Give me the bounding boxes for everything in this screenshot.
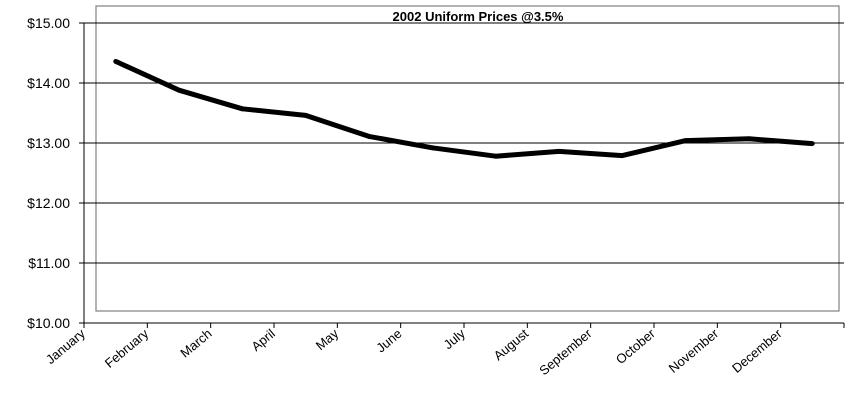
data-point: [556, 149, 562, 154]
x-tick-label: July: [441, 325, 469, 352]
x-tick-label: October: [613, 325, 659, 367]
y-tick-label: $11.00: [28, 255, 70, 271]
data-point: [683, 138, 689, 144]
plot-area-border: [95, 5, 840, 312]
data-point: [366, 134, 372, 139]
x-tick-label: May: [313, 325, 342, 353]
data-point: [493, 153, 499, 159]
data-point: [239, 106, 245, 112]
y-tick-label: $12.00: [27, 195, 70, 211]
series-line: [114, 59, 813, 159]
chart-title: 2002 Uniform Prices @3.5%: [393, 9, 564, 24]
data-point: [809, 141, 815, 147]
x-tick-label: June: [373, 326, 404, 356]
x-tick-label: December: [729, 325, 785, 375]
x-tick-label: April: [248, 326, 278, 354]
y-tick-label: $15.00: [27, 15, 70, 31]
gridlines: [84, 22, 844, 264]
axes: [79, 22, 845, 328]
x-tick-label: August: [491, 326, 532, 364]
data-point: [176, 87, 182, 93]
x-tick-label: September: [536, 325, 595, 378]
data-point: [113, 59, 119, 64]
x-tick-label: January: [43, 325, 88, 367]
y-tick-label: $14.00: [27, 75, 70, 91]
y-tick-label: $13.00: [27, 135, 70, 151]
x-axis-tick-labels: January February March April May June July Augu…: [43, 325, 785, 378]
data-point: [746, 136, 752, 142]
data-point: [429, 145, 435, 151]
data-point: [303, 113, 309, 118]
y-tick-label: $10.00: [27, 315, 70, 331]
x-tick-label: March: [177, 326, 214, 361]
series: [113, 59, 815, 159]
x-tick-label: February: [102, 325, 152, 370]
data-point: [619, 153, 625, 159]
x-tick-label: November: [666, 325, 722, 375]
y-axis-tick-labels: $10.00 $11.00 $12.00 $13.00 $14.00 $15.00: [27, 15, 70, 331]
